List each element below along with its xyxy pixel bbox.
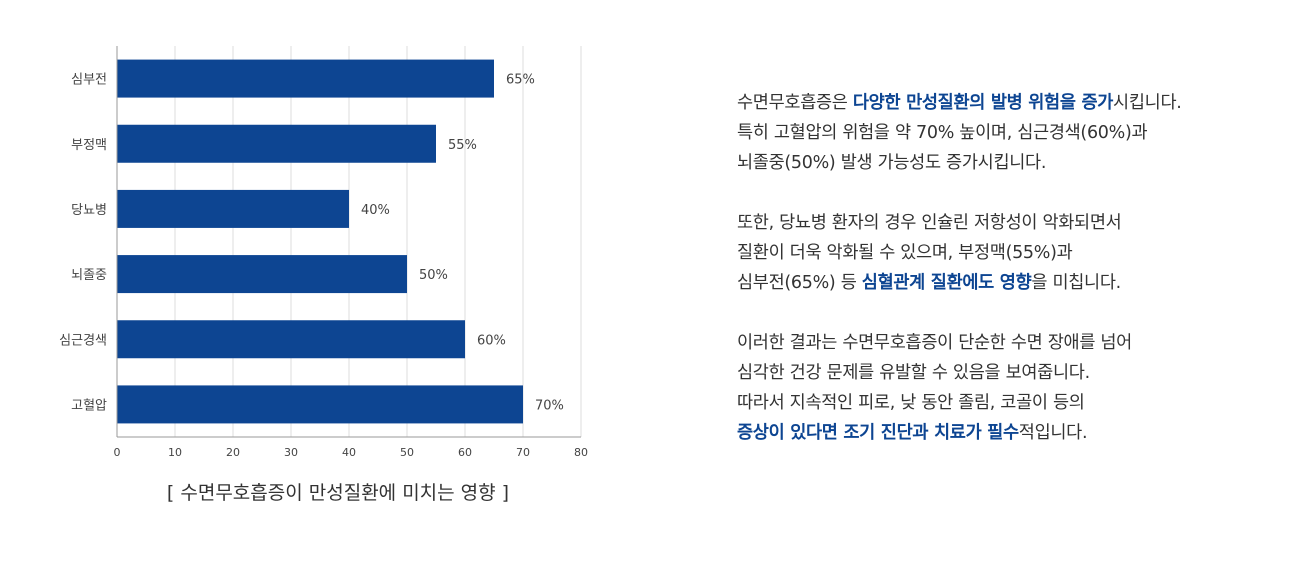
paragraph-0: 수면무호흡증은 다양한 만성질환의 발병 위험을 증가시킵니다. 특히 고혈압의 …: [737, 88, 1282, 178]
highlighted-text: 증상이 있다면 조기 진단과 치료가 필수: [737, 423, 1019, 443]
x-tick-label-0: 0: [114, 446, 121, 459]
description-panel: 수면무호흡증은 다양한 만성질환의 발병 위험을 증가시킵니다. 특히 고혈압의 …: [737, 88, 1282, 478]
text-segment: 이러한 결과는 수면무호흡증이 단순한 수면 장애를 넘어: [737, 333, 1132, 353]
text-segment: 심부전(65%) 등: [737, 273, 862, 293]
category-label-3: 뇌졸중: [71, 268, 107, 283]
x-tick-label-5: 50: [400, 446, 414, 459]
x-tick-label-3: 30: [284, 446, 298, 459]
x-tick-label-4: 40: [342, 446, 356, 459]
x-tick-label-6: 60: [458, 446, 472, 459]
value-label-2: 40%: [361, 203, 390, 218]
text-line: 심각한 건강 문제를 유발할 수 있음을 보여줍니다.: [737, 358, 1282, 388]
text-segment: 수면무호흡증은: [737, 93, 853, 113]
category-label-1: 부정맥: [71, 138, 107, 153]
text-line: 심부전(65%) 등 심혈관계 질환에도 영향을 미칩니다.: [737, 268, 1282, 298]
chart-svg: 심부전 65% 부정맥 55% 당뇨병 40% 뇌졸중 50% 심근경색 60% 고혈압 70% 0 10…: [59, 46, 588, 459]
x-tick-label-7: 70: [516, 446, 530, 459]
text-segment: 심각한 건강 문제를 유발할 수 있음을 보여줍니다.: [737, 363, 1090, 383]
bar-3: [117, 255, 407, 294]
value-label-0: 65%: [506, 73, 535, 88]
text-line: 따라서 지속적인 피로, 낮 동안 졸림, 코골이 등의: [737, 388, 1282, 418]
text-line: 수면무호흡증은 다양한 만성질환의 발병 위험을 증가시킵니다.: [737, 88, 1282, 118]
category-label-4: 심근경색: [59, 333, 107, 348]
value-label-4: 60%: [477, 333, 506, 348]
bar-4: [117, 320, 465, 359]
highlighted-text: 심혈관계 질환에도 영향: [861, 273, 1032, 293]
text-segment: 을 미칩니다.: [1031, 273, 1121, 293]
text-segment: 뇌졸중(50%) 발생 가능성도 증가시킵니다.: [737, 153, 1047, 173]
text-segment: 또한, 당뇨병 환자의 경우 인슐린 저항성이 악화되면서: [737, 213, 1122, 233]
value-label-1: 55%: [448, 138, 477, 153]
text-line: 이러한 결과는 수면무호흡증이 단순한 수면 장애를 넘어: [737, 328, 1282, 358]
text-segment: 시킵니다.: [1113, 93, 1182, 113]
chart-caption: [ 수면무호흡증이 만성질환에 미치는 영향 ]: [166, 482, 510, 504]
highlighted-text: 다양한 만성질환의 발병 위험을 증가: [852, 93, 1114, 113]
category-label-5: 고혈압: [71, 398, 107, 413]
text-line: 특히 고혈압의 위험을 약 70% 높이며, 심근경색(60%)과: [737, 118, 1282, 148]
text-line: 뇌졸중(50%) 발생 가능성도 증가시킵니다.: [737, 148, 1282, 178]
x-tick-label-1: 10: [168, 446, 182, 459]
text-segment: 질환이 더욱 악화될 수 있으며, 부정맥(55%)과: [737, 243, 1073, 263]
x-tick-label-2: 20: [226, 446, 240, 459]
value-label-3: 50%: [419, 268, 448, 283]
bar-1: [117, 124, 436, 163]
text-line: 증상이 있다면 조기 진단과 치료가 필수적입니다.: [737, 418, 1282, 448]
text-segment: 적입니다.: [1018, 423, 1088, 443]
bar-0: [117, 59, 494, 98]
category-label-0: 심부전: [71, 73, 107, 88]
category-label-2: 당뇨병: [71, 203, 107, 218]
text-segment: 따라서 지속적인 피로, 낮 동안 졸림, 코골이 등의: [737, 393, 1085, 413]
bar-5: [117, 385, 523, 424]
value-label-5: 70%: [535, 398, 564, 413]
x-tick-label-8: 80: [574, 446, 588, 459]
text-line: 또한, 당뇨병 환자의 경우 인슐린 저항성이 악화되면서: [737, 208, 1282, 238]
text-segment: 특히 고혈압의 위험을 약 70% 높이며, 심근경색(60%)과: [737, 123, 1148, 143]
bar-chart: 심부전 65% 부정맥 55% 당뇨병 40% 뇌졸중 50% 심근경색 60% 고혈압 70% 0 10…: [40, 40, 620, 470]
bar-2: [117, 189, 349, 228]
text-line: 질환이 더욱 악화될 수 있으며, 부정맥(55%)과: [737, 238, 1282, 268]
